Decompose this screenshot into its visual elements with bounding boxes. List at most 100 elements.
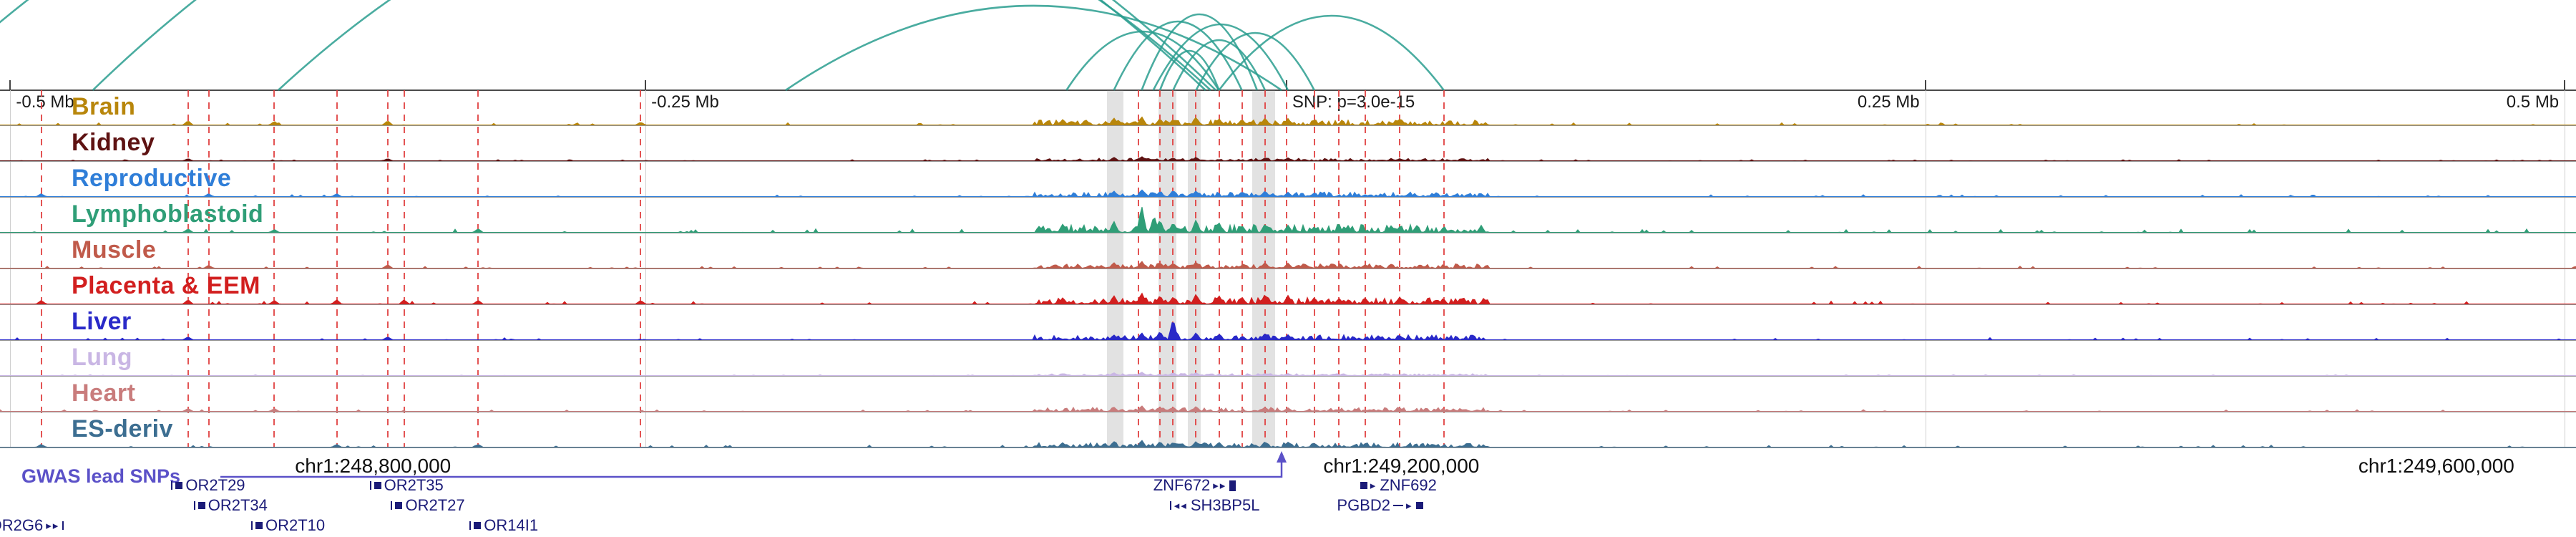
axis-label: SNP: p=3.0e-15 (1292, 92, 1415, 112)
signal-path-brain (0, 116, 2576, 126)
track-label-reproductive: Reproductive (72, 165, 232, 192)
gene-pgbd2: PGBD2 ▸ (1337, 496, 1423, 515)
axis-gridline (10, 90, 11, 448)
signal-path-kidney (0, 156, 2576, 162)
gene-name: OR2T35 (384, 476, 444, 494)
signal-heart (0, 405, 2576, 412)
gene-name: OR2T27 (405, 496, 465, 514)
gene-tick-glyph (62, 521, 64, 530)
gene-name: OR2G6 (0, 516, 44, 534)
gene-tick-glyph (1169, 501, 1171, 510)
axis-tick (1924, 80, 1926, 90)
axis-gridline (645, 90, 647, 448)
signal-path-liver (0, 322, 2576, 341)
track-label-lung: Lung (72, 344, 133, 371)
gene-or2t27: OR2T27 (391, 496, 465, 515)
snp-line (477, 90, 479, 448)
signal-path-reproductive (0, 189, 2576, 198)
gene-tick-glyph (469, 521, 472, 530)
gene-strand-arrow-icon: ▸ (1370, 478, 1377, 492)
track-label-kidney: Kidney (72, 129, 155, 156)
track-row-brain: Brain (0, 90, 2576, 126)
snp-line (208, 90, 210, 448)
signal-path-heart (0, 405, 2576, 412)
track-row-muscle: Muscle (0, 233, 2576, 269)
snp-line (1313, 90, 1315, 448)
axis-label: -0.25 Mb (651, 92, 719, 112)
snp-line (1218, 90, 1220, 448)
snp-line (1138, 90, 1140, 448)
gene-tick-glyph (193, 501, 195, 510)
signal-kidney (0, 156, 2576, 162)
signal-placenta-eem (0, 292, 2576, 305)
gene-name: ZNF692 (1380, 476, 1437, 494)
track-label-muscle: Muscle (72, 236, 157, 263)
snp-line (1172, 90, 1174, 448)
snp-line (386, 90, 389, 448)
track-row-lung: Lung (0, 341, 2576, 377)
signal-reproductive (0, 189, 2576, 198)
track-label-es-deriv: ES-deriv (72, 415, 173, 442)
interaction-arc (1113, 20, 1243, 91)
coordinate-label: chr1:249,600,000 (2358, 455, 2514, 477)
gene-name: SH3BP5L (1190, 496, 1260, 514)
snp-line (1285, 90, 1287, 448)
gene-name: PGBD2 (1337, 496, 1390, 514)
gene-box-glyph (175, 482, 183, 489)
interaction-arc (92, 0, 1217, 91)
gene-tick-glyph (251, 521, 253, 530)
interaction-arc (1152, 23, 1289, 91)
track-row-kidney: Kidney (0, 126, 2576, 162)
gene-box-glyph (395, 502, 403, 509)
gene-znf672: ZNF672 ▸▸ (1153, 476, 1236, 495)
signal-liver (0, 322, 2576, 341)
gene-or2t29: OR2T29 (171, 476, 245, 495)
gene-name: OR14I1 (484, 516, 539, 534)
interaction-arc (0, 0, 1206, 91)
signal-es-deriv (0, 440, 2576, 448)
signal-lung (0, 372, 2576, 377)
gene-strand-arrow-icon: ▸▸ (46, 518, 60, 532)
interaction-arc (277, 0, 1211, 91)
gene-tick-glyph (391, 501, 393, 510)
snp-line (1264, 90, 1266, 448)
interaction-arc (1065, 30, 1220, 91)
axis-tick (9, 80, 11, 90)
highlight-band (1187, 90, 1201, 448)
gene-or2t10: OR2T10 (251, 516, 325, 535)
gene-strand-arrow-icon: ◂◂ (1174, 498, 1188, 512)
snp-line (1241, 90, 1243, 448)
gene-box-glyph (255, 522, 263, 529)
signal-brain (0, 116, 2576, 126)
gene-dash-glyph (1392, 505, 1403, 506)
snp-line (40, 90, 42, 448)
highlight-band (1252, 90, 1275, 448)
interaction-arc (1195, 32, 1315, 91)
snp-line (336, 90, 338, 448)
snp-line (1399, 90, 1401, 448)
signal-lymphoblastoid (0, 206, 2576, 233)
track-label-placenta-eem: Placenta & EEM (72, 272, 260, 299)
track-label-brain: Brain (72, 93, 136, 120)
track-row-placenta-eem: Placenta & EEM (0, 269, 2576, 305)
gene-or2t35: OR2T35 (369, 476, 444, 495)
track-row-reproductive: Reproductive (0, 162, 2576, 198)
gene-znf692: ▸ ZNF692 (1360, 476, 1437, 495)
axis-label: 0.5 Mb (2506, 92, 2560, 112)
gene-name: OR2T29 (185, 476, 245, 494)
axis-tick (645, 80, 647, 90)
gene-tick-glyph (369, 481, 371, 490)
coordinate-label: chr1:249,200,000 (1323, 455, 1480, 477)
axis-label: 0.25 Mb (1857, 92, 1920, 112)
snp-pointer-arrowhead-icon (1277, 451, 1287, 463)
gene-box-glyph (197, 502, 205, 509)
snp-line (403, 90, 405, 448)
track-label-liver: Liver (72, 308, 132, 335)
track-label-lymphoblastoid: Lymphoblastoid (72, 200, 264, 228)
signal-path-lymphoblastoid (0, 206, 2576, 233)
snp-line (640, 90, 642, 448)
interaction-arc (1158, 49, 1220, 91)
gene-strand-arrow-icon: ▸ (1405, 498, 1413, 512)
highlight-band (1107, 90, 1124, 448)
